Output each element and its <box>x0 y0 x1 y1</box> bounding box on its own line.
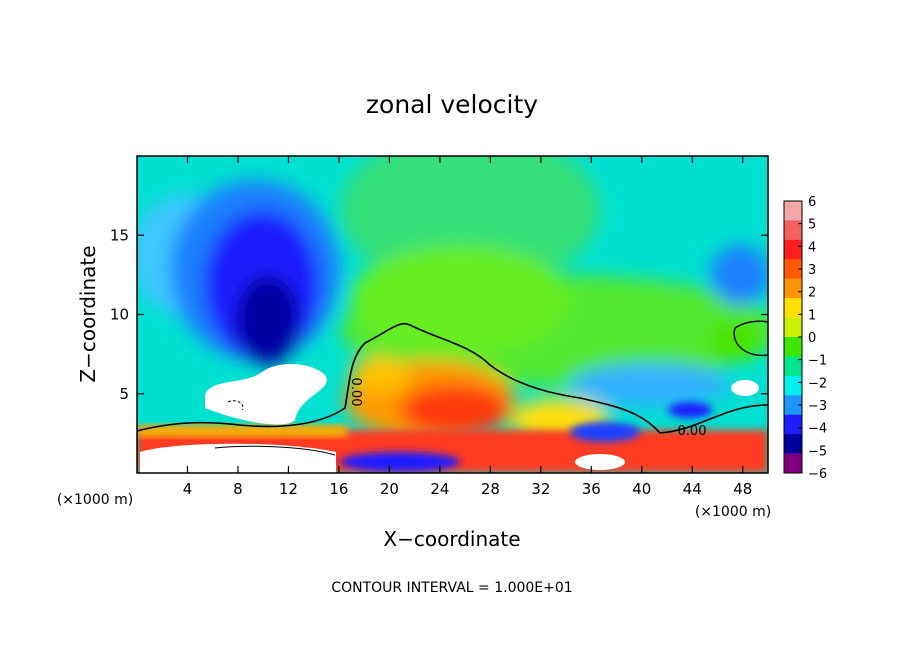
x-tick-label: 12 <box>279 480 298 498</box>
region-surface-orange <box>137 425 347 437</box>
chart-title: zonal velocity <box>366 90 538 119</box>
colorbar-swatch <box>784 278 802 299</box>
colorbar-swatch <box>784 201 802 221</box>
colorbar-swatch <box>784 356 802 377</box>
y-axis-ticks: 5 10 15 <box>110 226 768 403</box>
colorbar-tick-label: −3 <box>808 399 827 414</box>
colorbar-swatch <box>784 317 802 338</box>
region-white-right <box>731 380 759 396</box>
colorbar-tick-label: −6 <box>808 467 827 482</box>
region-right-blue <box>710 245 768 305</box>
colorbar-tick-label: −5 <box>808 444 827 459</box>
x-unit-label-right: (×1000 m) <box>695 504 771 520</box>
x-tick-label: 8 <box>233 480 243 498</box>
colorbar-swatch <box>784 434 802 455</box>
x-tick-label: 48 <box>733 480 752 498</box>
region-white-surface <box>140 443 336 473</box>
contour-dashed-line <box>227 400 244 411</box>
x-unit-label-left: (×1000 m) <box>57 492 133 508</box>
colorbar-swatch <box>784 259 802 280</box>
region-surface-blue-right <box>570 422 640 442</box>
colorbar-swatch <box>784 414 802 435</box>
x-tick-label: 28 <box>481 480 500 498</box>
x-axis-ticks: 4 8 12 16 20 24 28 32 36 40 44 48 <box>183 156 752 498</box>
colorbar-tick-label: 6 <box>808 195 816 210</box>
colorbar-tick-label: 1 <box>808 308 816 323</box>
x-tick-label: 40 <box>632 480 651 498</box>
x-tick-label: 16 <box>329 480 348 498</box>
contour-thin-line <box>214 445 336 456</box>
x-tick-label: 24 <box>430 480 449 498</box>
colorbar-swatch <box>784 220 802 241</box>
contour-zero-line <box>137 323 768 434</box>
region-yellow-left <box>350 357 410 393</box>
y-tick-label: 10 <box>110 306 129 324</box>
x-tick-label: 36 <box>582 480 601 498</box>
colorbar-tick-label: 5 <box>808 218 816 233</box>
region-surface-blue <box>340 452 460 472</box>
contour-interval-note: CONTOUR INTERVAL = 1.000E+01 <box>331 580 572 596</box>
y-axis-label: Z−coordinate <box>76 245 100 382</box>
contour-label-right: 0.00 <box>678 424 707 439</box>
colorbar: 6 5 4 3 2 1 0 −1 −2 −3 −4 −5 −6 <box>783 195 827 482</box>
region-blue-spot <box>668 402 712 418</box>
heatmap-field <box>137 156 768 473</box>
contour-label-left: 0.00 <box>348 378 363 407</box>
colorbar-tick-label: −2 <box>808 376 827 391</box>
region-right-low-blue <box>570 363 730 407</box>
colorbar-tick-label: −4 <box>808 422 827 437</box>
y-tick-label: 15 <box>110 226 129 244</box>
colorbar-tick-label: 0 <box>808 331 816 346</box>
colorbar-swatch <box>784 337 802 357</box>
colorbar-swatch <box>784 395 802 416</box>
region-navy <box>236 275 300 365</box>
x-tick-label: 32 <box>531 480 550 498</box>
region-white-right-surface <box>575 454 625 470</box>
colorbar-swatch <box>784 298 802 319</box>
colorbar-swatch <box>784 239 802 260</box>
region-white-upper <box>205 364 327 425</box>
region-red <box>400 384 510 436</box>
x-axis-label: X−coordinate <box>383 527 520 551</box>
region-center-green <box>350 245 570 355</box>
y-tick-label: 5 <box>119 385 129 403</box>
colorbar-tick-label: −1 <box>808 354 827 369</box>
x-tick-label: 20 <box>380 480 399 498</box>
colorbar-tick-label: 2 <box>808 286 816 301</box>
colorbar-swatch <box>784 453 802 474</box>
x-tick-label: 44 <box>683 480 702 498</box>
colorbar-swatch <box>784 375 802 396</box>
x-tick-label: 4 <box>183 480 193 498</box>
colorbar-tick-label: 3 <box>808 263 816 278</box>
colorbar-tick-label: 4 <box>808 240 816 255</box>
